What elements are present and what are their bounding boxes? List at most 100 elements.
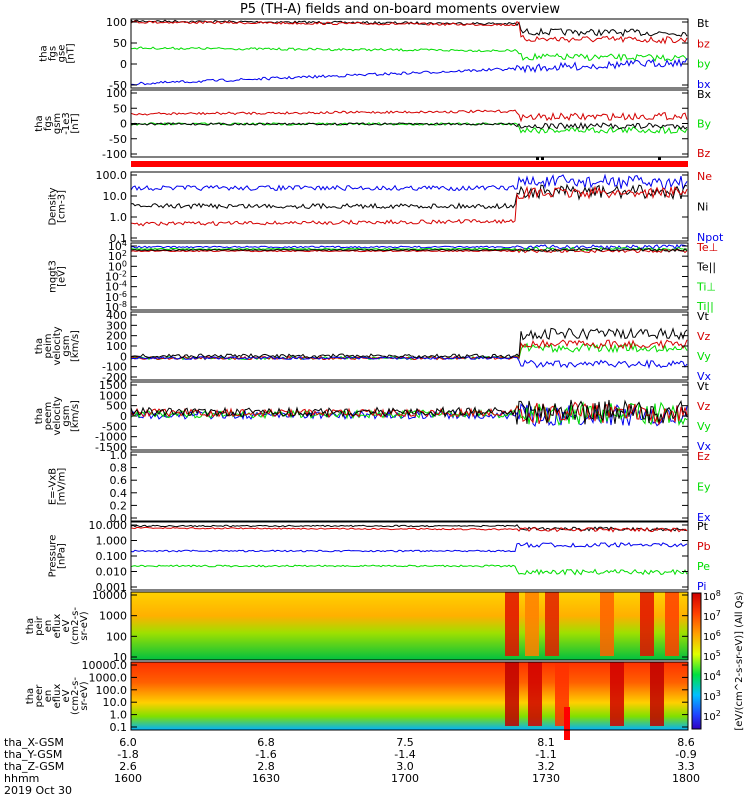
ylabel-9-3: eflux <box>52 684 63 709</box>
ylabel-8-0: tha <box>25 618 36 634</box>
panel-frame-0 <box>130 18 689 89</box>
ytick-label-4-0: 400 <box>106 309 127 322</box>
heatmap-block-9-1 <box>528 662 542 726</box>
ylabel-8-3: eflux <box>52 614 63 639</box>
ylabel-4-1: peim <box>43 333 54 358</box>
ytick-label-0-1: 50 <box>113 37 127 50</box>
ylabel-0-3: [nT] <box>66 43 77 63</box>
heatmap-block-8-3 <box>600 592 614 656</box>
flag-strip <box>131 161 688 167</box>
heatmap-block-9-0 <box>505 662 519 726</box>
ytick-label-5-3: 0 <box>120 410 127 423</box>
series-3-2 <box>130 248 688 254</box>
ytick-label-1-1: 50 <box>113 102 127 115</box>
ytick-label-8-3: 10 <box>113 651 127 664</box>
legend-7-1: Pb <box>697 540 711 553</box>
ylabel-9-0: tha <box>25 688 36 704</box>
panel-7: 10.000 1.000 0.100 0.010 0.001 Pressure[nPa] P… <box>48 519 711 594</box>
heatmap-block-8-0 <box>505 592 519 656</box>
heatmap-block-8-1 <box>525 592 539 656</box>
xaxis-value-2-0: 2.6 <box>119 760 137 773</box>
colorbar-rect <box>691 592 702 730</box>
xaxis-value-0-2: 7.5 <box>396 736 414 749</box>
ytick-label-9-4: 1.0 <box>110 709 128 722</box>
ylabel-0-1: fgs <box>48 46 59 61</box>
ytick-label-6-2: 0.6 <box>110 474 128 487</box>
legend-1-2: Bz <box>697 147 711 160</box>
ytick-label-7-1: 1.000 <box>96 535 128 548</box>
heatmap-block-8-5 <box>665 592 679 656</box>
legend-0-2: by <box>697 58 711 71</box>
legend-3-1: Te|| <box>696 261 716 274</box>
xaxis-row-label-2: tha_Z-GSM <box>4 760 64 773</box>
colorbar-tick-4: 104 <box>703 669 721 683</box>
ytick-label-3-0: 104 <box>108 239 127 253</box>
ytick-label-2-3: 0.1 <box>110 232 128 245</box>
ytick-label-6-4: 0.2 <box>110 499 128 512</box>
heatmap-block-9-3 <box>610 662 624 726</box>
legend-5-0: Vt <box>697 380 710 393</box>
ytick-label-4-1: 300 <box>106 319 127 332</box>
ylabel-7-0: Pressure <box>48 535 59 578</box>
ytick-label-0-2: 0 <box>120 58 127 71</box>
legend-6-2: Ex <box>697 511 711 524</box>
series-2-0 <box>130 173 688 192</box>
panel-frame-6 <box>130 451 689 522</box>
heatmap-block-9-4 <box>650 662 664 726</box>
colorbar-tick-0: 108 <box>703 589 721 603</box>
xaxis-value-0-0: 6.0 <box>119 736 137 749</box>
figure-title: P5 (TH-A) fields and on-board moments ov… <box>240 2 560 17</box>
legend-0-0: Bt <box>697 17 710 30</box>
legend-0-1: bz <box>697 37 710 50</box>
ylabel-9-6: sr-eV) <box>79 681 90 710</box>
ytick-label-1-3: -50 <box>109 133 127 146</box>
legend-5-2: Vy <box>697 420 711 433</box>
panel-frame-8 <box>130 591 689 661</box>
xaxis-value-3-0: 1600 <box>114 772 142 785</box>
panel-frame-9 <box>130 661 689 731</box>
ytick-label-0-0: 100 <box>106 16 127 29</box>
series-0-1 <box>130 20 688 45</box>
ytick-label-8-2: 100 <box>106 630 127 643</box>
xaxis-value-3-3: 1730 <box>532 772 560 785</box>
ytick-label-9-5: 0.1 <box>110 721 128 734</box>
ylabel-4-0: tha <box>34 338 45 354</box>
ytick-label-5-1: 1000 <box>99 389 127 402</box>
legend-4-3: Vx <box>697 370 712 383</box>
ylabel-0-0: tha <box>39 45 50 61</box>
xaxis-value-3-1: 1630 <box>252 772 280 785</box>
series-7-0 <box>130 524 688 532</box>
ylabel-8-5: (cm2-s- <box>70 607 81 645</box>
legend-1-0: Bx <box>697 88 712 101</box>
legend-7-3: Pi <box>697 580 706 593</box>
ytick-label-4-5: -100 <box>102 361 127 374</box>
ylabel-8-2: en <box>43 620 54 633</box>
xaxis-date: 2019 Oct 30 <box>4 784 72 797</box>
ytick-label-0-3: -50 <box>109 79 127 92</box>
panels-group: 100500-50thafgsgse[nT]Btbzbybx100500-50-… <box>25 16 745 740</box>
ytick-label-6-3: 0.4 <box>110 487 128 500</box>
ylabel-5-3: gsm <box>61 405 72 426</box>
ytick-label-2-0: 100.0 <box>96 169 128 182</box>
series-3-3 <box>130 247 688 252</box>
ytick-label-7-0: 10.000 <box>89 519 128 532</box>
panel-frame-7 <box>130 521 689 591</box>
legend-0-3: bx <box>697 78 711 91</box>
ylabel-5-4: [km/s] <box>70 400 81 432</box>
heatmap-9 <box>131 662 688 730</box>
legend-3-3: Ti|| <box>696 300 714 313</box>
legend-2-0: Ne <box>697 170 712 183</box>
ylabel-5-2: velocity <box>52 396 63 435</box>
xaxis-value-2-1: 2.8 <box>257 760 275 773</box>
legend-5-3: Vx <box>697 440 712 453</box>
colorbar-tick-6: 102 <box>703 709 721 723</box>
panel-frame-2 <box>130 171 689 242</box>
flag-mark-2 <box>658 157 661 160</box>
xaxis-value-1-1: -1.6 <box>255 748 276 761</box>
ylabel-6-0: E=-VxB <box>48 468 59 505</box>
series-4-0 <box>130 342 688 361</box>
ytick-label-1-4: -100 <box>102 148 127 161</box>
